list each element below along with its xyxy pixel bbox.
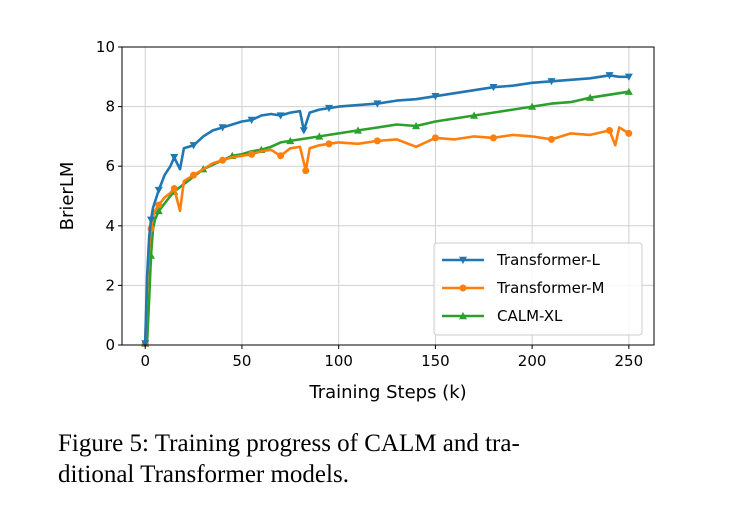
data-point [547,78,556,86]
figure-caption: Figure 5: Training progress of CALM and … [58,428,698,490]
x-tick-label: 250 [615,352,644,370]
data-point [624,73,633,81]
legend-label: Transformer-L [496,251,600,269]
y-axis-label: BrierLM [57,162,78,231]
data-point [489,84,498,92]
data-point [277,152,285,160]
x-axis-ticks: 0 50 100 150 200 250 [140,345,643,370]
data-point [218,124,227,132]
data-point [324,104,333,113]
series-line [143,126,631,345]
legend-item: Transformer-M [442,279,604,297]
data-point [190,171,198,179]
x-tick-label: 0 [140,352,150,370]
data-point [219,156,227,164]
data-point [299,127,308,135]
data-point [625,129,633,137]
data-point [489,134,497,142]
data-point [302,167,310,175]
series-transformer-l [141,72,633,348]
data-point [315,132,324,140]
y-tick-label: 2 [105,276,115,294]
data-point [141,340,150,348]
data-point [248,150,256,158]
data-point [373,137,381,145]
series-line [143,74,631,345]
data-point [154,186,163,195]
legend-item: CALM-XL [442,307,563,325]
legend-box [433,242,643,336]
data-point [170,154,179,162]
y-tick-label: 8 [105,98,115,116]
data-point [547,135,555,143]
y-axis-ticks: 0 2 4 6 8 10 [96,38,122,354]
series-layer [141,72,633,348]
y-tick-label: 10 [96,38,115,56]
legend-marker [459,284,467,292]
data-point [605,72,614,80]
x-axis-label: Training Steps (k) [308,382,466,403]
data-point [170,185,178,193]
x-tick-label: 100 [324,352,353,370]
caption-line-1: Figure 5: Training progress of CALM and … [58,430,520,457]
data-point [354,126,363,134]
legend-marker [459,312,467,320]
data-point [431,92,440,101]
grid-lines [122,47,654,345]
x-tick-label: 150 [421,352,450,370]
data-point [276,112,285,120]
data-point [189,142,198,150]
data-point [606,126,614,134]
caption-line-2: ditional Transformer models. [58,461,349,488]
data-point [247,116,256,125]
legend-item: Transformer-L [442,251,600,269]
data-point [147,216,156,224]
data-point [154,206,163,215]
data-point [412,121,421,130]
y-tick-label: 0 [105,336,115,354]
data-point [155,201,163,209]
data-point [624,87,633,95]
data-point [586,93,595,101]
data-point [470,111,479,119]
legend-marker [459,256,467,264]
data-point [286,136,295,145]
training-progress-chart: 0 50 100 150 200 250 0 2 4 6 8 10 Training Steps (… [57,38,655,403]
x-tick-label: 50 [232,352,251,370]
legend-label: CALM-XL [497,307,563,325]
x-tick-label: 200 [518,352,547,370]
data-point [528,102,537,110]
legend: Transformer-L Transformer-M CALM-XL [433,242,643,336]
data-point [373,100,382,108]
data-point [431,134,439,142]
legend-label: Transformer-M [496,279,604,297]
plot-frame [121,46,655,346]
y-tick-label: 6 [105,157,115,175]
y-tick-label: 4 [105,217,115,235]
data-point [325,140,333,148]
